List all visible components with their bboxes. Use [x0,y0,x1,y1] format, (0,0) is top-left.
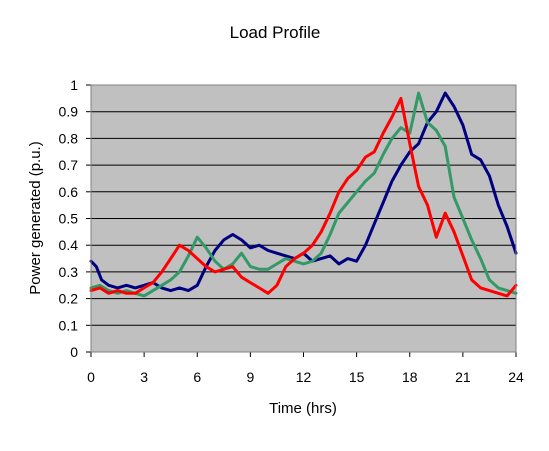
series-line-2 [89,91,518,298]
y-tick-label: 0.6 [59,184,79,200]
plot-border [90,84,517,353]
x-tick-label: 18 [402,369,418,385]
x-tick-label: 12 [296,369,312,385]
y-tick-label: 0.5 [59,211,79,227]
y-tick-label: 0.1 [59,317,79,333]
y-axis-label: Power generated (p.u.) [27,141,44,294]
x-axis-label: Time (hrs) [269,400,337,417]
y-tick-label: 0.8 [59,130,79,146]
y-tick-label: 1 [70,77,78,93]
axes [86,84,517,357]
y-tick-label: 0 [70,344,78,360]
series-lines [89,91,518,298]
y-tick-label: 0.3 [59,264,79,280]
x-tick-label: 24 [508,369,524,385]
y-tick-labels: 0 0.1 0.2 0.3 0.4 0.5 0.6 0.7 0.8 0.9 1 [59,77,79,360]
x-tick-label: 3 [140,369,148,385]
y-tick-label: 0.4 [59,237,79,253]
x-tick-label: 21 [455,369,471,385]
y-tick-label: 0.7 [59,157,79,173]
series-line-3 [89,96,518,298]
x-tick-label: 9 [246,369,254,385]
x-tick-label: 6 [193,369,201,385]
y-tick-label: 0.9 [59,104,79,120]
y-tick-label: 0.2 [59,291,79,307]
x-tick-label: 0 [87,369,95,385]
x-tick-label: 15 [349,369,365,385]
chart-title: Load Profile [230,23,321,42]
x-tick-labels: 0 3 6 9 12 15 18 21 24 [87,369,524,385]
